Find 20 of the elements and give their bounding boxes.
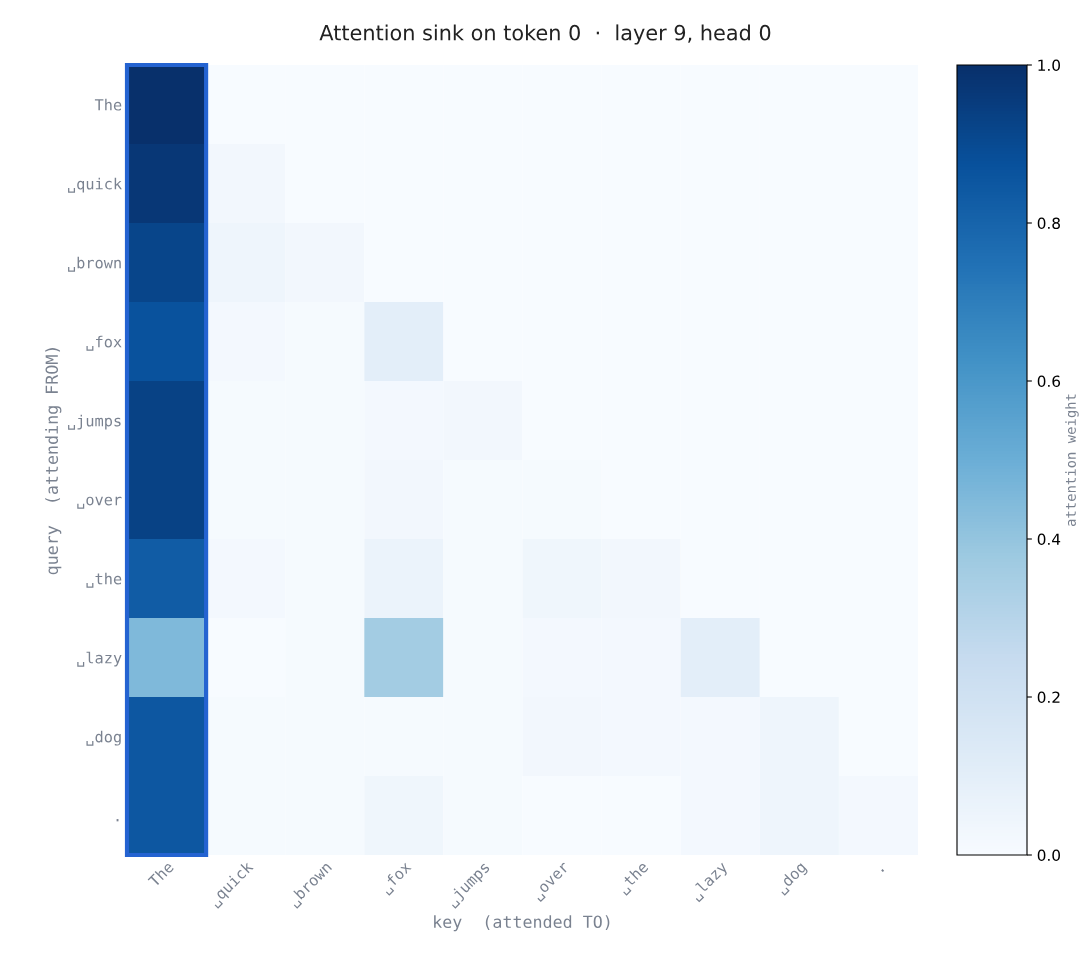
y-tick-label: ␣dog [86,730,121,746]
color-bar-label: 1.0 [1038,59,1060,72]
chart-title: Attention sink on token 0 · layer 9, head 0 [319,24,771,45]
color-bar-label: 0.8 [1037,217,1060,230]
x-tick-label: The [147,860,175,888]
y-tick-label: ␣the [86,572,122,588]
y-tick-label: ␣fox [86,335,122,351]
color-bar-title: attention weight [1065,394,1079,526]
color-bar-label: 0.6 [1037,375,1061,388]
color-bar-label: 0.2 [1037,691,1060,704]
color-bar-label: 0.4 [1037,533,1061,546]
x-axis-title: key (attended TO) [434,915,610,932]
y-tick-label: ␣over [77,496,122,509]
y-tick-label: ␣quick [68,177,122,193]
y-tick-label: ␣brown [68,256,121,272]
y-tick-label: The [94,98,122,111]
color-bar-label: 0.0 [1037,849,1060,862]
y-tick-label: ␣lazy [77,651,122,667]
y-tick-label: ␣jumps [68,414,121,430]
y-axis-title: query (attending FROM) [45,348,62,575]
